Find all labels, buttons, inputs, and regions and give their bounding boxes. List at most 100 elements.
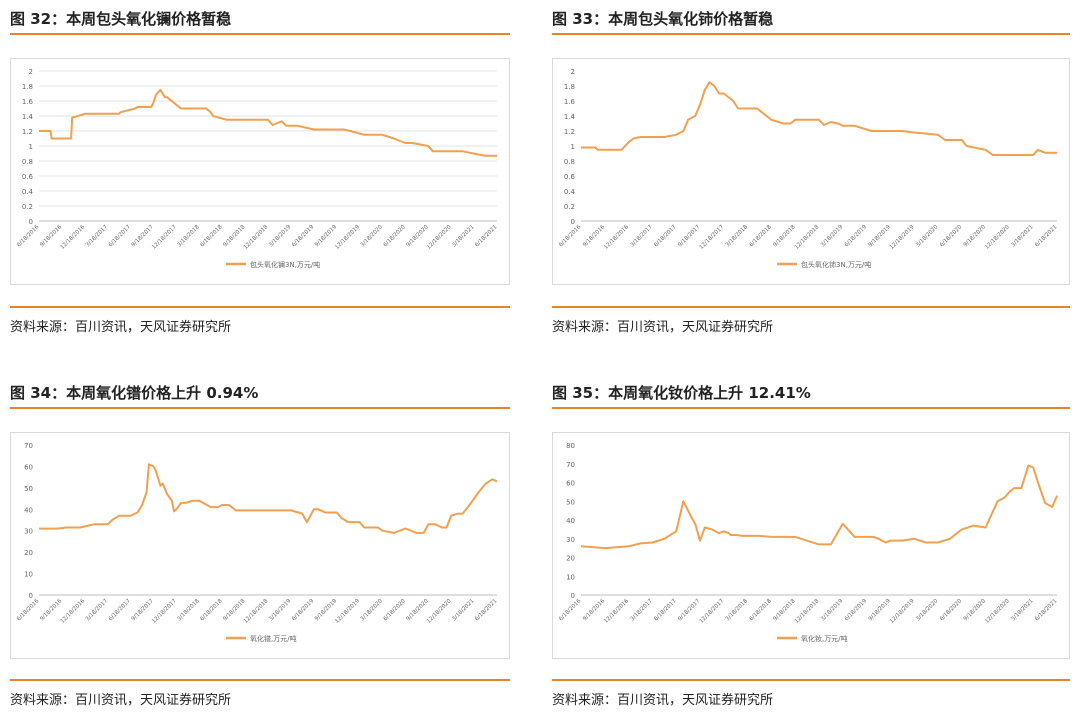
x-tick-label: 3/18/2018 <box>177 598 202 623</box>
y-tick-label: 1.2 <box>564 128 575 136</box>
series-line <box>39 463 498 534</box>
y-tick-label: 2 <box>29 68 33 76</box>
x-tick-label: 12/18/2016 <box>60 224 87 251</box>
x-tick-label: 9/18/2018 <box>772 598 797 623</box>
y-tick-label: 70 <box>24 442 33 450</box>
x-tick-label: 9/18/2017 <box>131 598 156 623</box>
x-tick-label: 3/18/2018 <box>725 598 750 623</box>
y-tick-label: 10 <box>566 573 575 581</box>
y-tick-label: 80 <box>566 442 575 450</box>
y-tick-label: 1.6 <box>564 98 576 106</box>
x-tick-label: 6/18/2017 <box>108 598 133 623</box>
series-line <box>581 81 1057 156</box>
y-tick-label: 1.2 <box>22 128 33 136</box>
x-tick-label: 3/18/2021 <box>451 598 475 622</box>
chart-svg: 00.20.40.60.811.21.41.61.826/18/20169/18… <box>16 68 498 269</box>
title-rule <box>10 33 510 35</box>
y-tick-label: 0.6 <box>564 173 576 181</box>
title-rule <box>10 407 510 409</box>
y-tick-label: 0.2 <box>564 203 575 211</box>
source-rule <box>10 306 510 308</box>
x-tick-label: 3/18/2017 <box>85 598 110 623</box>
x-tick-label: 9/18/2019 <box>868 224 893 249</box>
y-tick-label: 1 <box>571 143 575 151</box>
x-tick-label: 6/18/2018 <box>749 224 774 249</box>
source-note: 资料来源：百川资讯，天风证券研究所 <box>552 320 774 335</box>
legend-label: 氧化镨,万元/吨 <box>250 634 297 643</box>
x-tick-label: 6/18/2020 <box>383 598 408 623</box>
x-tick-label: 6/18/2018 <box>749 598 774 623</box>
y-tick-label: 60 <box>24 463 33 471</box>
chart-frame: 0 10 20 30 40 50 60 70 6/18/2016 9/18/2016 12/18/2… <box>10 432 510 659</box>
x-tick-label: 6/18/2018 <box>199 598 224 623</box>
x-tick-label: 6/18/2016 <box>558 224 583 249</box>
x-tick-label: 12/18/2018 <box>243 598 270 625</box>
x-tick-label: 12/18/2019 <box>334 224 361 251</box>
x-tick-label: 3/18/2019 <box>820 598 845 623</box>
x-tick-label: 6/18/2017 <box>653 224 678 249</box>
source-note: 资料来源：百川资讯，天风证券研究所 <box>552 693 774 708</box>
x-tick-label: 9/18/2016 <box>582 224 607 249</box>
legend-label: 包头氧化铈3N,万元/吨 <box>801 260 871 269</box>
y-tick-label: 50 <box>24 485 33 493</box>
x-tick-label: 12/18/2019 <box>889 224 916 251</box>
x-tick-label: 6/18/2019 <box>291 598 316 623</box>
x-tick-label: 6/18/2020 <box>939 598 964 623</box>
x-tick-label: 12/18/2017 <box>699 224 726 251</box>
y-tick-label: 0.4 <box>22 188 34 196</box>
y-tick-label: 0 <box>571 592 575 600</box>
x-tick-label: 6/18/2017 <box>653 598 678 623</box>
x-tick-label: 6/18/2021 <box>474 598 498 622</box>
x-tick-label: 12/18/2017 <box>699 598 726 625</box>
legend: 包头氧化铈3N,万元/吨 <box>777 260 871 269</box>
x-tick-label: 6/18/2016 <box>16 598 41 623</box>
x-tick-label: 9/18/2017 <box>677 598 702 623</box>
x-tick-label: 12/18/2016 <box>603 598 630 625</box>
y-tick-label: 1.4 <box>564 113 576 121</box>
x-tick-label: 9/18/2020 <box>406 598 431 623</box>
y-tick-label: 0 <box>29 592 33 600</box>
x-tick-label: 9/18/2019 <box>868 598 893 623</box>
x-tick-label: 6/18/2019 <box>291 224 316 249</box>
y-tick-label: 20 <box>566 555 575 563</box>
chart-svg: 0102030405060706/18/20169/18/201612/18/2… <box>16 442 498 643</box>
chart-frame: 0 0.2 0.4 0.6 0.8 1 1.2 1.4 1.6 1.8 2 6/18/2016 9/18… <box>10 58 510 285</box>
x-tick-label: 3/18/2019 <box>268 224 293 249</box>
y-tick-label: 0 <box>29 218 33 226</box>
y-tick-label: 50 <box>566 498 575 506</box>
x-tick-label: 12/18/2017 <box>151 598 178 625</box>
x-tick-label: 3/18/2019 <box>268 598 293 623</box>
legend: 包头氧化镧3N,万元/吨 <box>226 260 320 269</box>
x-tick-label: 9/18/2020 <box>963 224 988 249</box>
x-tick-label: 9/18/2016 <box>582 598 607 623</box>
y-tick-label: 1.8 <box>22 83 33 91</box>
x-tick-label: 6/18/2021 <box>1034 224 1058 248</box>
x-tick-label: 3/18/2020 <box>915 598 940 623</box>
x-tick-label: 6/18/2019 <box>844 224 869 249</box>
x-tick-label: 6/18/2018 <box>199 224 224 249</box>
y-tick-label: 30 <box>566 536 575 544</box>
x-tick-label: 3/18/2020 <box>915 224 940 249</box>
x-tick-label: 6/18/2017 <box>108 224 133 249</box>
x-tick-label: 9/18/2017 <box>677 224 702 249</box>
x-tick-label: 12/18/2020 <box>984 224 1011 251</box>
series-line <box>580 464 1058 550</box>
x-tick-label: 12/18/2018 <box>243 224 270 251</box>
y-tick-label: 0 <box>571 218 575 226</box>
x-tick-label: 3/18/2020 <box>360 598 385 623</box>
x-tick-label: 3/18/2018 <box>725 224 750 249</box>
chart-panel-33: 图 33：本周包头氧化铈价格暂稳 0 0.2 0.4 0.6 0.8 1 1.2 1.4 1.6… <box>552 0 1070 345</box>
x-tick-label: 9/18/2019 <box>314 224 339 249</box>
y-tick-label: 0.8 <box>564 158 575 166</box>
x-tick-label: 3/18/2019 <box>820 224 845 249</box>
x-tick-label: 9/18/2018 <box>222 224 247 249</box>
y-tick-label: 0.8 <box>22 158 33 166</box>
x-tick-label: 12/18/2016 <box>60 598 87 625</box>
x-tick-label: 12/18/2017 <box>151 224 178 251</box>
y-tick-label: 0.6 <box>22 173 34 181</box>
x-tick-label: 12/18/2020 <box>984 598 1011 625</box>
series-line <box>39 88 497 157</box>
legend-label: 氧化钕,万元/吨 <box>801 634 848 643</box>
legend: 氧化钕,万元/吨 <box>777 634 848 643</box>
x-tick-label: 9/18/2016 <box>39 598 64 623</box>
